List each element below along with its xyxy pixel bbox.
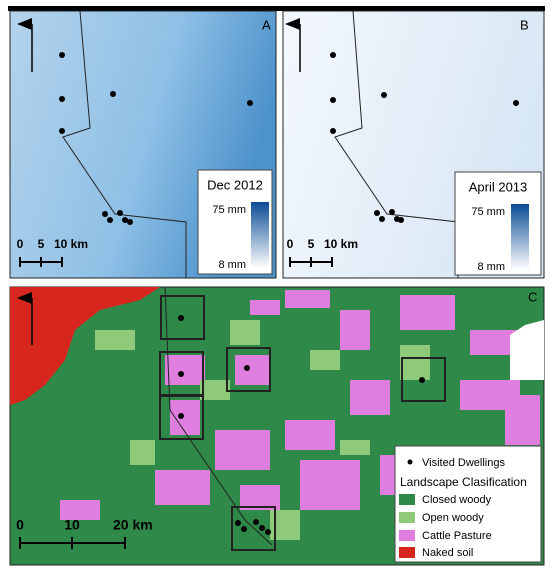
naked-soil (10, 287, 160, 405)
legend-title: Landscape Clasification (400, 475, 527, 489)
scale-bar: 0 5 10 km (287, 237, 358, 267)
legend-min: 8 mm (478, 261, 506, 273)
panel-letter: C (528, 289, 537, 304)
dwellings (330, 52, 519, 223)
scale-label: 0 (17, 237, 24, 251)
panel-letter: A (262, 17, 271, 32)
legend-entry: Naked soil (422, 547, 473, 559)
scale-bar: 0 10 20 km (16, 517, 153, 549)
boundary (62, 10, 187, 278)
boundary (164, 286, 273, 546)
study-squares (159, 295, 446, 551)
dwellings (59, 52, 253, 225)
scale-label: 0 (287, 237, 294, 251)
scale-label: 0 (16, 517, 24, 533)
panel-b: B 0 5 10 km April 2013 75 mm 8 mm (282, 10, 545, 279)
scale-label: 10 km (54, 237, 88, 251)
legend-title: Dec 2012 (207, 177, 263, 192)
legend-entry: Cattle Pasture (422, 530, 492, 542)
legend-entry: Visited Dwellings (422, 457, 505, 469)
legend-entry: Closed woody (422, 494, 492, 506)
scale-bar: 0 5 10 km (17, 237, 88, 267)
blank (510, 320, 544, 380)
scale-label: 5 (308, 237, 315, 251)
legend-max: 75 mm (212, 204, 246, 216)
legend: April 2013 75 mm 8 mm (454, 171, 542, 276)
legend: Visited Dwellings Landscape Clasificatio… (394, 445, 542, 563)
legend: Dec 2012 75 mm 8 mm (197, 169, 273, 275)
top-border (8, 6, 545, 11)
pasture (60, 290, 540, 520)
panel-c: C 0 10 20 km Visited Dwellings Landscape… (9, 286, 545, 566)
open-woody (95, 320, 430, 540)
panel-a: A 0 5 10 km Dec 2012 75 mm 8 mm (9, 10, 277, 279)
panel-letter: B (520, 17, 529, 32)
legend-min: 8 mm (219, 259, 247, 271)
legend-entry: Open woody (422, 512, 484, 524)
scale-label: 10 (64, 517, 80, 533)
scale-label: 5 (38, 237, 45, 251)
scale-label: 10 km (324, 237, 358, 251)
legend-max: 75 mm (471, 206, 505, 218)
scale-label: 20 km (113, 517, 153, 533)
dwellings (178, 315, 425, 535)
legend-title: April 2013 (469, 179, 528, 194)
